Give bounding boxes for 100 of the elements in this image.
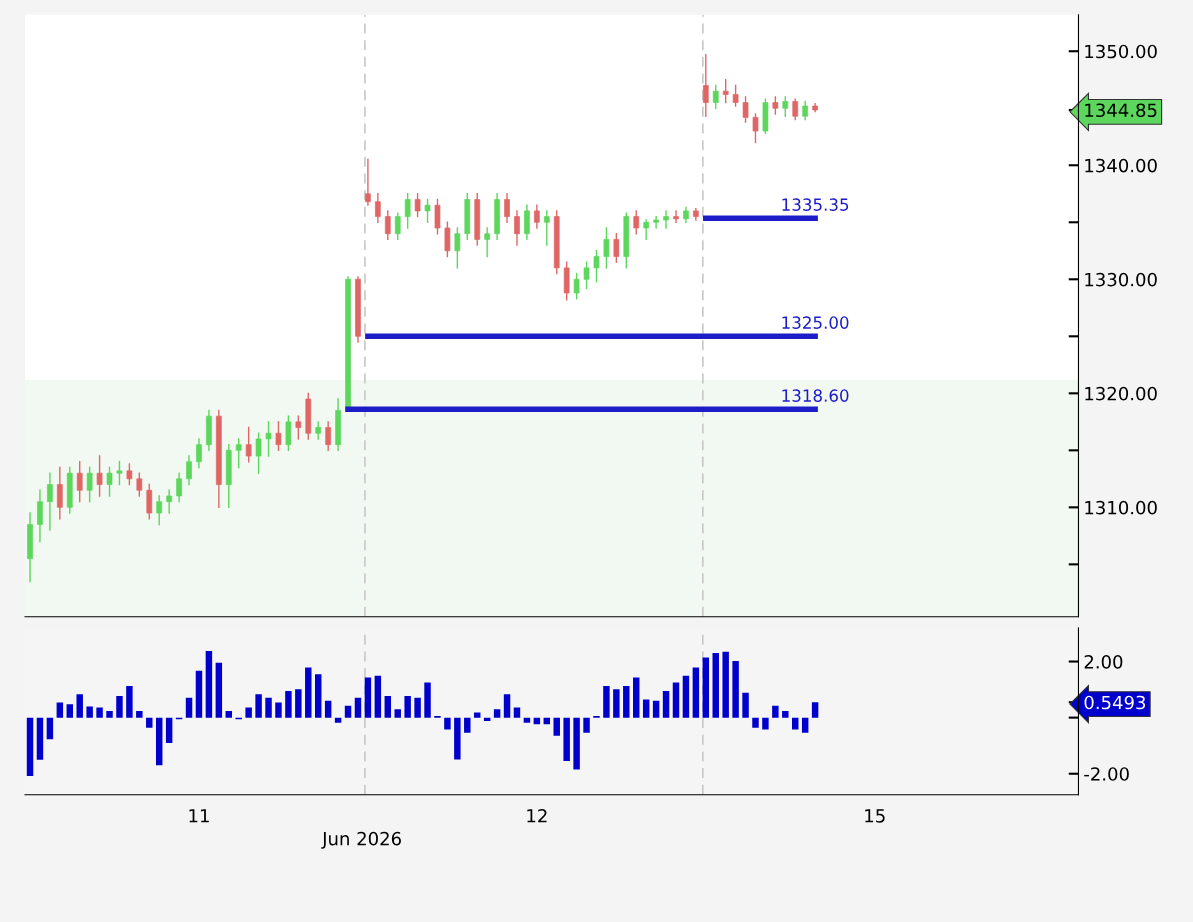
candlestick — [106, 466, 113, 497]
candlestick — [37, 489, 43, 543]
candlestick — [146, 483, 153, 520]
candlestick — [126, 463, 133, 486]
bar — [275, 702, 282, 718]
bar — [513, 707, 521, 718]
bar — [732, 660, 739, 718]
candlestick — [375, 193, 381, 223]
bar — [155, 717, 163, 766]
bar — [96, 707, 103, 718]
candlestick — [504, 193, 510, 223]
candlestick — [394, 212, 401, 241]
bar — [384, 696, 392, 718]
y-tick-label: -2.00 — [1084, 767, 1129, 781]
bar — [553, 717, 560, 736]
bar — [36, 717, 44, 760]
bar — [195, 670, 203, 718]
bar — [583, 717, 590, 733]
candlestick — [414, 193, 421, 218]
candlestick — [573, 272, 580, 300]
bar — [493, 709, 501, 718]
data-label: 1335.35 — [782, 198, 849, 211]
candlestick — [583, 261, 590, 290]
candlestick — [593, 250, 600, 283]
candlestick — [275, 421, 282, 452]
bar — [245, 707, 252, 718]
candlestick — [673, 210, 679, 223]
candlestick — [136, 472, 143, 497]
bar — [185, 697, 193, 718]
candlestick — [543, 210, 550, 246]
x-tick-label: 12 — [527, 808, 547, 823]
bar — [692, 667, 700, 718]
y-tick-label: 1344.85 — [1085, 103, 1157, 118]
bar — [394, 709, 401, 718]
bar — [305, 667, 312, 718]
data-label: 1325.00 — [782, 316, 849, 329]
bar — [76, 694, 83, 718]
bar — [324, 700, 332, 718]
candlestick — [57, 466, 63, 520]
y-tick-label: 2.00 — [1084, 655, 1123, 669]
bar — [26, 717, 34, 776]
candlestick — [633, 210, 640, 235]
bar — [712, 653, 719, 718]
candlestick — [76, 461, 83, 503]
bar — [146, 717, 153, 728]
bar — [474, 712, 481, 718]
data-label: 1318.60 — [782, 389, 849, 402]
bar — [116, 696, 123, 718]
candlestick — [176, 472, 182, 503]
bar — [205, 650, 213, 718]
candlestick — [742, 96, 749, 123]
candlestick — [186, 455, 192, 486]
candlestick — [245, 426, 252, 463]
bar — [414, 697, 421, 718]
candlestick — [752, 113, 759, 144]
bar — [801, 717, 809, 733]
bar — [66, 704, 73, 718]
candlestick — [156, 495, 163, 526]
bar — [295, 689, 302, 718]
candlestick — [484, 227, 490, 258]
y-tick-label: 1340.00 — [1085, 158, 1157, 173]
bar — [752, 717, 759, 728]
bar — [722, 651, 729, 718]
candlestick — [116, 461, 123, 486]
candlestick — [96, 455, 103, 497]
bar — [364, 677, 372, 718]
bar — [444, 717, 451, 730]
candlestick — [663, 210, 669, 229]
candlestick — [166, 489, 172, 514]
bar — [662, 690, 670, 718]
candlestick — [534, 204, 540, 229]
y-tick-label: 1320.00 — [1085, 386, 1157, 401]
x-tick-label: 15 — [865, 809, 885, 823]
candlestick — [47, 472, 53, 531]
bar — [354, 697, 362, 718]
candlestick — [702, 53, 709, 117]
bar — [344, 705, 352, 718]
candlestick — [643, 219, 650, 241]
candlestick — [653, 215, 659, 229]
bar — [56, 702, 64, 718]
bar — [136, 710, 143, 718]
candlestick — [265, 421, 272, 457]
bar — [603, 685, 610, 718]
candlestick — [384, 210, 391, 241]
candlestick — [603, 227, 610, 269]
candlestick — [255, 432, 262, 474]
bar — [503, 694, 511, 718]
candlestick — [444, 221, 451, 258]
bar — [265, 697, 272, 718]
bar — [255, 694, 262, 718]
y-tick-label: 0.5493 — [1084, 695, 1146, 710]
bar — [464, 717, 471, 733]
y-tick-label: 1310.00 — [1085, 500, 1157, 515]
bar — [782, 710, 789, 718]
bar — [811, 702, 819, 718]
bar — [106, 710, 113, 718]
y-tick-label: 1330.00 — [1085, 272, 1157, 287]
bar — [165, 717, 173, 743]
candlestick — [365, 158, 371, 206]
bar — [225, 710, 233, 718]
